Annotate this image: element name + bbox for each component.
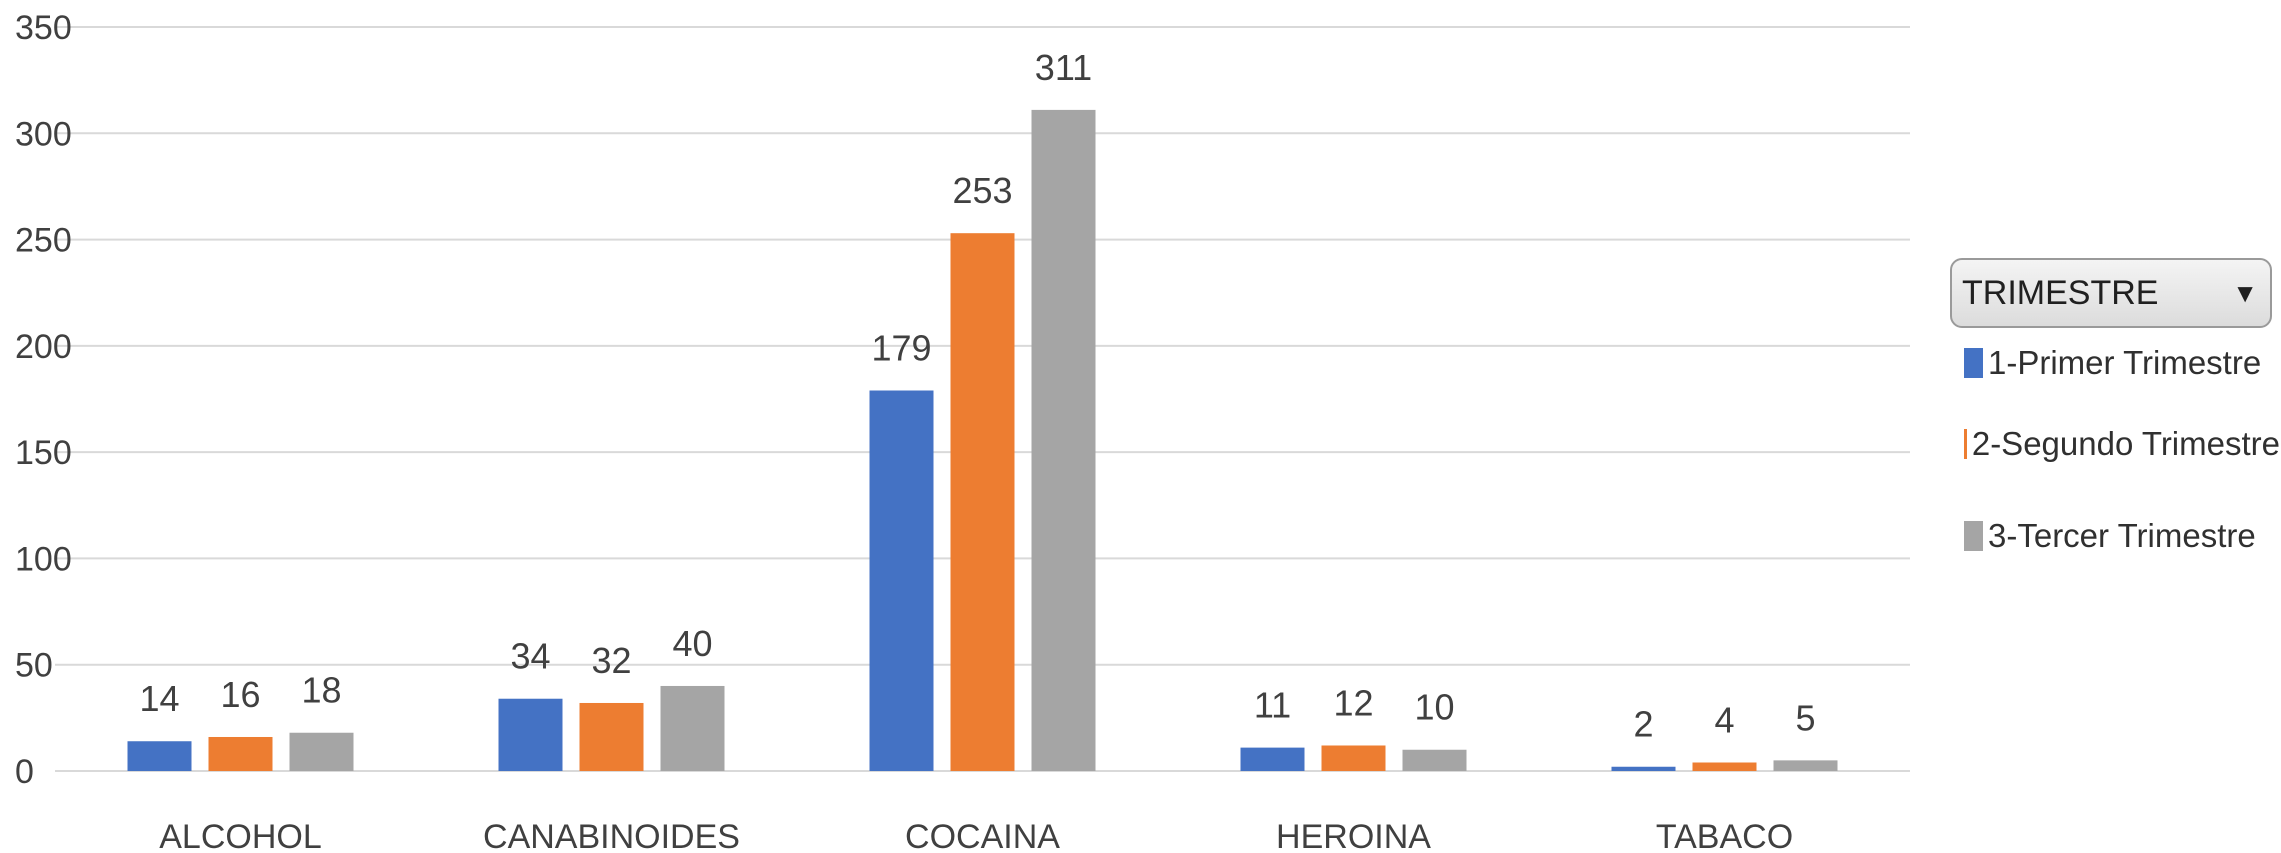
data-label: 2 (1633, 704, 1653, 745)
triangle-down-icon[interactable]: ▼ (2232, 277, 2258, 308)
y-tick-label: 300 (15, 115, 72, 153)
bar (208, 736, 273, 771)
bar (660, 685, 725, 771)
bar (579, 702, 644, 771)
bars (127, 109, 1838, 772)
legend-item[interactable]: 2-Segundo Trimestre (1950, 398, 2280, 490)
bar (950, 233, 1015, 772)
x-axis: ALCOHOL CANABINOIDES COCAINA HEROINA TABACO (159, 818, 1793, 853)
x-category-label: HEROINA (1276, 818, 1431, 853)
bar (498, 698, 563, 771)
data-label: 18 (301, 670, 341, 711)
y-tick-label: 150 (15, 434, 72, 472)
data-label: 32 (591, 640, 631, 681)
bar (869, 390, 934, 771)
data-label: 11 (1254, 685, 1291, 726)
bar (1031, 109, 1096, 772)
legend-label: 2-Segundo Trimestre (1971, 425, 2280, 462)
data-label: 34 (510, 636, 550, 677)
y-tick-label: 50 (15, 647, 53, 685)
y-tick-label: 250 (15, 222, 72, 260)
data-label: 179 (871, 327, 931, 368)
x-category-label: COCAINA (905, 818, 1060, 853)
y-tick-label: 0 (15, 753, 34, 791)
bar (1611, 766, 1676, 771)
legend-items: 1-Primer Trimestre 2-Segundo Trimestre 3-T… (1950, 328, 2280, 582)
bar (1321, 745, 1386, 771)
bar (1692, 762, 1757, 771)
data-labels: 14 16 18 34 32 40 179 253 311 11 12 10 2 4 5 (139, 47, 1815, 745)
y-tick-label: 200 (15, 328, 72, 366)
data-label: 10 (1414, 687, 1454, 728)
data-label: 14 (139, 678, 179, 719)
legend-item[interactable]: 3-Tercer Trimestre (1950, 490, 2280, 582)
legend-title: TRIMESTRE (1962, 273, 2159, 312)
data-label: 40 (672, 623, 712, 664)
data-label: 4 (1714, 699, 1734, 740)
data-label: 311 (1035, 47, 1092, 88)
bar (127, 741, 192, 771)
x-category-label: CANABINOIDES (483, 818, 740, 853)
bar (1402, 749, 1467, 771)
data-label: 5 (1795, 697, 1815, 738)
x-category-label: ALCOHOL (159, 818, 322, 853)
y-tick-label: 100 (15, 540, 72, 578)
y-axis: 0 50 100 150 200 250 300 350 (15, 9, 72, 791)
bar (1773, 760, 1838, 771)
legend-swatch (1964, 521, 1983, 551)
legend-label: 3-Tercer Trimestre (1988, 517, 2256, 554)
legend-swatch (1964, 429, 1967, 459)
bar (1240, 747, 1305, 771)
legend-item[interactable]: 1-Primer Trimestre (1950, 328, 2280, 398)
data-label: 12 (1333, 682, 1373, 723)
y-tick-label: 350 (15, 9, 72, 47)
legend-label: 1-Primer Trimestre (1988, 344, 2262, 381)
legend-filter-button[interactable]: TRIMESTRE ▼ (1950, 258, 2272, 328)
legend: TRIMESTRE ▼ 1-Primer Trimestre 2-Segundo … (1950, 258, 2280, 582)
bar (289, 732, 354, 771)
legend-swatch (1964, 348, 1983, 378)
data-label: 16 (220, 674, 260, 715)
data-label: 253 (952, 170, 1012, 211)
x-category-label: TABACO (1656, 818, 1793, 853)
